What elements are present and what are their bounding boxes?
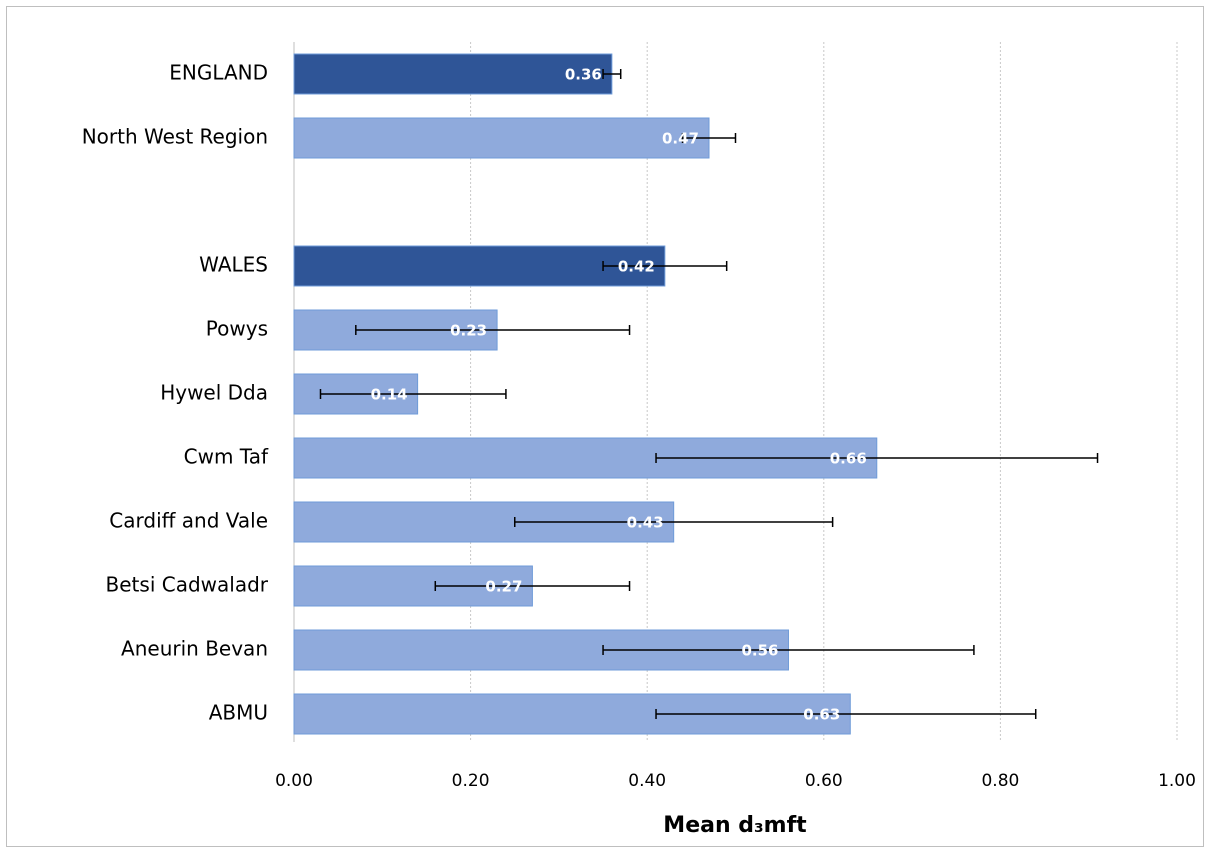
x-tick-label: 0.60 [805, 771, 843, 791]
value-label: 0.23 [450, 322, 487, 340]
y-tick-label: Aneurin Bevan [121, 637, 268, 661]
y-tick-label: Hywel Dda [160, 381, 268, 405]
value-label: 0.42 [618, 258, 655, 276]
y-tick-label: WALES [199, 253, 268, 277]
value-label: 0.14 [371, 386, 408, 404]
y-tick-label: ENGLAND [169, 61, 268, 85]
y-tick-label: Cwm Taf [184, 445, 269, 469]
y-tick-label: Cardiff and Vale [109, 509, 268, 533]
bar [293, 53, 613, 95]
x-axis-title: Mean d₃mft [663, 813, 807, 838]
y-tick-label: Betsi Cadwaladr [106, 573, 269, 597]
value-label: 0.47 [662, 130, 699, 148]
y-tick-label: North West Region [82, 125, 268, 149]
x-tick-label: 0.40 [628, 771, 666, 791]
value-label: 0.27 [485, 578, 522, 596]
value-label: 0.56 [741, 642, 778, 660]
x-tick-label: 0.00 [275, 771, 313, 791]
y-tick-label: ABMU [209, 701, 268, 725]
x-tick-label: 1.00 [1158, 771, 1196, 791]
y-tick-label: Powys [206, 317, 268, 341]
x-tick-label: 0.20 [452, 771, 490, 791]
bar [293, 117, 710, 159]
value-label: 0.63 [803, 706, 840, 724]
value-label: 0.36 [565, 66, 602, 84]
x-tick-label: 0.80 [981, 771, 1019, 791]
value-label: 0.66 [830, 450, 867, 468]
value-label: 0.43 [627, 514, 664, 532]
